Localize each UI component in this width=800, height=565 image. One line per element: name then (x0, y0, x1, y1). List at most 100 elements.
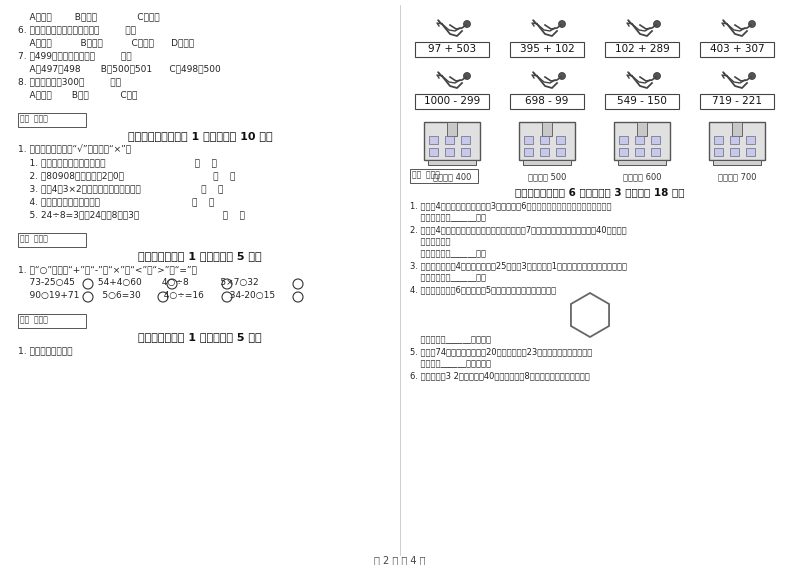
Text: 七、连一连（共 1 大题，共计 5 分）: 七、连一连（共 1 大题，共计 5 分） (138, 332, 262, 342)
Text: 698 - 99: 698 - 99 (526, 96, 569, 106)
Text: 得数大约 700: 得数大约 700 (718, 172, 756, 181)
Circle shape (558, 20, 566, 28)
Bar (524, 148, 533, 156)
Bar (637, 122, 647, 136)
Text: 6. 二小一班有3 2人，二班有40人，做游戏每8人一个组，可以分几组玩？: 6. 二小一班有3 2人，二班有40人，做游戏每8人一个组，可以分几组玩？ (410, 371, 590, 380)
Bar (713, 160, 761, 165)
Bar (651, 148, 660, 156)
Circle shape (463, 20, 470, 28)
Bar (651, 136, 660, 144)
Text: 5. 故事书74页，小谢第一天眇20页，第二天眇23页，还剩多少页没有看？: 5. 故事书74页，小谢第一天眇20页，第二天眇23页，还剩多少页没有看？ (410, 347, 592, 356)
Bar (709, 122, 765, 160)
Bar (540, 148, 549, 156)
Circle shape (749, 72, 755, 80)
Bar (519, 122, 575, 160)
Text: 3. 计劗4＋3×2时，先算加法再算乘法。                     （    ）: 3. 计劗4＋3×2时，先算加法再算乘法。 （ ） (18, 184, 223, 193)
Circle shape (749, 20, 755, 28)
Text: 97 + 503: 97 + 503 (428, 44, 476, 54)
Bar (540, 136, 549, 144)
FancyBboxPatch shape (18, 314, 86, 328)
Text: 5. 24÷8=3读作24除以8等于3。                             （    ）: 5. 24÷8=3读作24除以8等于3。 （ ） (18, 210, 245, 219)
Circle shape (654, 72, 661, 80)
Bar (614, 122, 670, 160)
Bar (746, 148, 755, 156)
Text: 六、比一比（共 1 大题，共计 5 分）: 六、比一比（共 1 大题，共计 5 分） (138, 251, 262, 261)
FancyBboxPatch shape (18, 113, 86, 127)
Bar (746, 136, 755, 144)
Bar (461, 148, 470, 156)
Bar (429, 136, 438, 144)
Text: 90○19+71        5○6=30        4○÷=16         34-20○15: 90○19+71 5○6=30 4○÷=16 34-20○15 (18, 291, 275, 300)
Text: 1. 在“○”里填上“+”、“-”、“×”、“<”、“>”、“=”。: 1. 在“○”里填上“+”、“-”、“×”、“<”、“>”、“=”。 (18, 265, 197, 274)
Text: 第 2 页 共 4 页: 第 2 页 共 4 页 (374, 555, 426, 565)
Bar (635, 136, 644, 144)
FancyBboxPatch shape (510, 94, 584, 109)
Text: 五、判断对与错（共 1 大题，共计 10 分）: 五、判断对与错（共 1 大题，共计 10 分） (128, 131, 272, 141)
Bar (619, 136, 628, 144)
FancyBboxPatch shape (700, 94, 774, 109)
Text: 73-25○45        54+4○60       4○÷8           5×7○32: 73-25○45 54+4○60 4○÷8 5×7○32 (18, 278, 258, 287)
FancyBboxPatch shape (700, 42, 774, 57)
Text: 得数大约 500: 得数大约 500 (528, 172, 566, 181)
FancyBboxPatch shape (410, 169, 478, 183)
Text: 6. 钟面上时针、分针的运动是（         ）。: 6. 钟面上时针、分针的运动是（ ）。 (18, 25, 136, 34)
Bar (714, 136, 723, 144)
Bar (523, 160, 571, 165)
Bar (556, 136, 565, 144)
Bar (732, 122, 742, 136)
Text: 答：每个本子______元。: 答：每个本子______元。 (410, 213, 486, 222)
Bar (445, 136, 454, 144)
Text: 答：一共花了______元。: 答：一共花了______元。 (410, 249, 486, 258)
Text: 102 + 289: 102 + 289 (614, 44, 670, 54)
FancyBboxPatch shape (415, 94, 489, 109)
Text: 得分  评卷人: 得分 评卷人 (20, 114, 48, 123)
Bar (542, 122, 552, 136)
Text: 2. 小明和4个同学去公园玩，公园的儿童票是每坨7元，他们一共花了多少元？剤40元去，买: 2. 小明和4个同学去公园玩，公园的儿童票是每坨7元，他们一共花了多少元？剤40… (410, 225, 626, 234)
Circle shape (654, 20, 661, 28)
Text: 得数接近 400: 得数接近 400 (433, 172, 471, 181)
Text: 549 - 150: 549 - 150 (617, 96, 667, 106)
Text: 4. 四位数一定比三位数大。                                （    ）: 4. 四位数一定比三位数大。 （ ） (18, 197, 214, 206)
Bar (730, 148, 739, 156)
Bar (556, 148, 565, 156)
Text: 票的錢够吗？: 票的錢够吗？ (410, 237, 450, 246)
Text: 2. 读80908时，要读出2个0。                               （    ）: 2. 读80908时，要读出2个0。 （ ） (18, 171, 235, 180)
FancyBboxPatch shape (605, 42, 679, 57)
Bar (618, 160, 666, 165)
FancyBboxPatch shape (510, 42, 584, 57)
Text: 4. 一个六边形需要6根小棒，捷5个六边形，一共要几根小棒？: 4. 一个六边形需要6根小棒，捷5个六边形，一共要几根小棒？ (410, 285, 556, 294)
FancyBboxPatch shape (605, 94, 679, 109)
Bar (445, 148, 454, 156)
Text: 1. 判断题。（对的打“√”，错的打“×”）: 1. 判断题。（对的打“√”，错的打“×”） (18, 145, 131, 154)
Text: 1000 - 299: 1000 - 299 (424, 96, 480, 106)
Text: 得分  评卷人: 得分 评卷人 (20, 315, 48, 324)
Text: A、厘米       B、克           C、米: A、厘米 B、克 C、米 (18, 90, 138, 99)
Text: 1. 估一估，连一连。: 1. 估一估，连一连。 (18, 346, 73, 355)
FancyBboxPatch shape (415, 42, 489, 57)
Bar (714, 148, 723, 156)
Text: 1. 小东有4元，小明的錢的小东的3倍，小明炃6个本子顺好把錢用完，每个本子几元？: 1. 小东有4元，小明的錢的小东的3倍，小明炃6个本子顺好把錢用完，每个本子几元… (410, 201, 611, 210)
Text: 7. 与499相邻的两个数是（         ）。: 7. 与499相邻的两个数是（ ）。 (18, 51, 132, 60)
Text: 8. 一棵树的高度300（         ）。: 8. 一棵树的高度300（ ）。 (18, 77, 121, 86)
Text: 八、解决问题（共 6 小题，每题 3 分，共计 18 分）: 八、解决问题（共 6 小题，每题 3 分，共计 18 分） (515, 187, 685, 197)
FancyBboxPatch shape (18, 233, 86, 247)
Bar (447, 122, 457, 136)
Text: 1. 电风扇的转动是旋转现象。                               （    ）: 1. 电风扇的转动是旋转现象。 （ ） (18, 158, 217, 167)
Bar (461, 136, 470, 144)
Bar (730, 136, 739, 144)
Text: 得分  评卷人: 得分 评卷人 (412, 170, 440, 179)
Circle shape (463, 72, 470, 80)
Circle shape (558, 72, 566, 80)
Text: A、直角        B、锐角              C、鸝角: A、直角 B、锐角 C、鸝角 (18, 12, 160, 21)
Text: 3. 小汽车每辆能坊4人，大客车能坊25人，有3辆小汽车和1辆大客车，问一共能坊多少人？: 3. 小汽车每辆能坊4人，大客车能坊25人，有3辆小汽车和1辆大客车，问一共能坊… (410, 261, 627, 270)
Text: 答：一共能坊______人。: 答：一共能坊______人。 (410, 273, 486, 282)
Text: 719 - 221: 719 - 221 (712, 96, 762, 106)
Text: 得分  评卷人: 得分 评卷人 (20, 234, 48, 243)
Bar (429, 148, 438, 156)
Text: 得数接近 600: 得数接近 600 (622, 172, 662, 181)
Text: A、497和498       B、500和501      C、498和500: A、497和498 B、500和501 C、498和500 (18, 64, 221, 73)
Bar (424, 122, 480, 160)
Text: 答：还剩______页没有看。: 答：还剩______页没有看。 (410, 359, 491, 368)
Text: 答：一共要______根小棒。: 答：一共要______根小棒。 (410, 335, 491, 344)
Bar (635, 148, 644, 156)
